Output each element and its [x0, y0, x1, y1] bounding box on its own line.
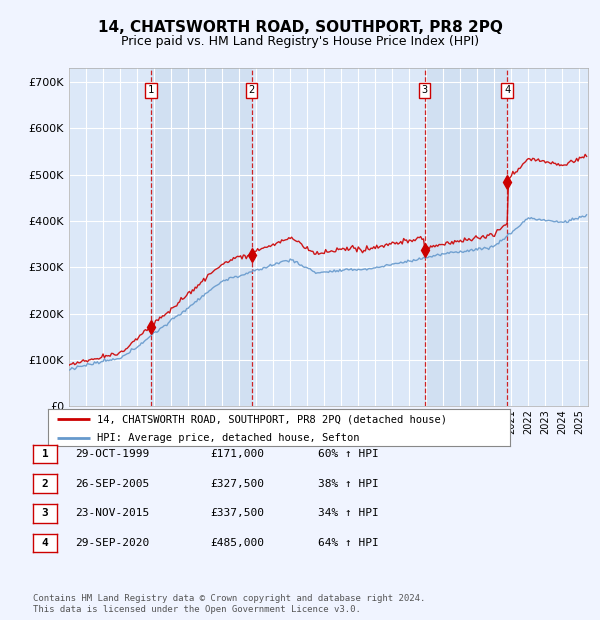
Text: £337,500: £337,500 [210, 508, 264, 518]
Text: 60% ↑ HPI: 60% ↑ HPI [318, 449, 379, 459]
Text: £485,000: £485,000 [210, 538, 264, 548]
Text: 1: 1 [41, 449, 49, 459]
Text: £327,500: £327,500 [210, 479, 264, 489]
Text: HPI: Average price, detached house, Sefton: HPI: Average price, detached house, Seft… [97, 433, 359, 443]
Bar [151, 68, 251, 406]
Text: 29-SEP-2020: 29-SEP-2020 [75, 538, 149, 548]
Text: 3: 3 [41, 508, 49, 518]
Text: 26-SEP-2005: 26-SEP-2005 [75, 479, 149, 489]
Text: 2: 2 [41, 479, 49, 489]
Text: 34% ↑ HPI: 34% ↑ HPI [318, 508, 379, 518]
Text: 64% ↑ HPI: 64% ↑ HPI [318, 538, 379, 548]
Text: 4: 4 [41, 538, 49, 548]
Text: 29-OCT-1999: 29-OCT-1999 [75, 449, 149, 459]
Text: 2: 2 [248, 85, 255, 95]
Text: 3: 3 [422, 85, 428, 95]
Text: Price paid vs. HM Land Registry's House Price Index (HPI): Price paid vs. HM Land Registry's House … [121, 35, 479, 48]
Text: 14, CHATSWORTH ROAD, SOUTHPORT, PR8 2PQ (detached house): 14, CHATSWORTH ROAD, SOUTHPORT, PR8 2PQ … [97, 414, 446, 424]
Text: 23-NOV-2015: 23-NOV-2015 [75, 508, 149, 518]
Bar [425, 68, 507, 406]
Text: 1: 1 [148, 85, 154, 95]
Text: Contains HM Land Registry data © Crown copyright and database right 2024.
This d: Contains HM Land Registry data © Crown c… [33, 595, 425, 614]
Text: 14, CHATSWORTH ROAD, SOUTHPORT, PR8 2PQ: 14, CHATSWORTH ROAD, SOUTHPORT, PR8 2PQ [98, 20, 502, 35]
Text: 38% ↑ HPI: 38% ↑ HPI [318, 479, 379, 489]
Text: 4: 4 [504, 85, 510, 95]
Text: £171,000: £171,000 [210, 449, 264, 459]
